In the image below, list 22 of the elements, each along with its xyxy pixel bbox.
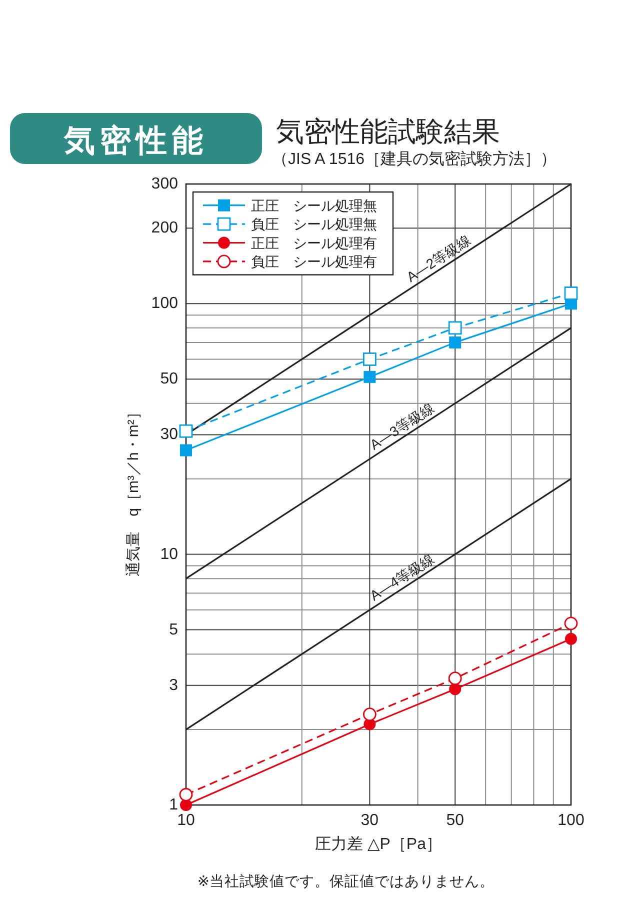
legend-label: 負圧 シール処理無	[251, 216, 377, 232]
y-tick-label: 5	[169, 621, 178, 638]
y-tick-label: 200	[151, 220, 178, 237]
text: （JIS A 1516［建具の気密試験方法］）	[272, 150, 557, 168]
y-tick-label: 300	[151, 176, 178, 192]
x-tick-label: 30	[360, 812, 379, 829]
x-axis-title: 圧力差 △P［Pa］	[315, 835, 442, 853]
legend-label: 正圧 シール処理無	[251, 197, 377, 214]
y-tick-label: 30	[160, 426, 178, 444]
x-tick-label: 100	[558, 812, 584, 829]
chart-subtitle: 気密性能試験結果	[276, 116, 500, 147]
y-axis-title: 通気量 q［m³／h・m²］	[125, 404, 142, 576]
y-tick-label: 50	[160, 370, 178, 388]
y-tick-label: 1	[169, 796, 178, 814]
y-tick-label: 3	[169, 676, 178, 694]
chart-title: 気密性能	[63, 123, 208, 158]
legend-label: 負圧 シール処理有	[251, 253, 377, 270]
y-tick-label: 100	[151, 295, 178, 312]
text: ※当社試験値です。保証値ではありません。	[197, 873, 495, 890]
y-tick-label: 10	[160, 546, 178, 563]
x-tick-label: 50	[446, 812, 464, 829]
legend-label: 正圧 シール処理有	[251, 234, 377, 251]
